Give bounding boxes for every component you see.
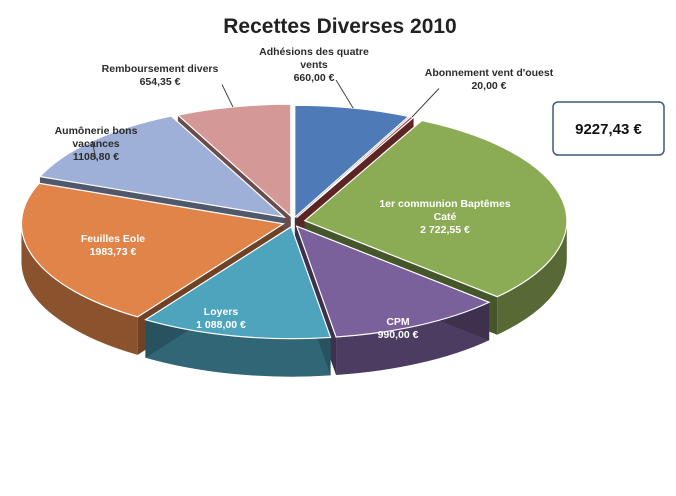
- total-value: 9227,43 €: [575, 121, 642, 138]
- slice-4: [143, 225, 332, 377]
- leader-line-7: [221, 84, 234, 108]
- slice-top-0: [294, 104, 410, 219]
- leader-line-6: [91, 140, 97, 160]
- total-box-frame: [552, 101, 665, 156]
- slice-label-0: Adhésions des quatre vents 660,00 €: [259, 46, 369, 84]
- slice-labels: Adhésions des quatre vents 660,00 € Abonnem…: [55, 46, 554, 341]
- slice-label-7: Remboursement divers 654,35 €: [102, 63, 219, 88]
- slice-top-2: [303, 119, 568, 298]
- slice-side-4: [145, 319, 331, 377]
- total-box: 9227,43 €: [552, 101, 665, 156]
- slice-label-5: Feuilles Eole 1983,73 €: [81, 233, 145, 258]
- slice-top-7: [176, 103, 292, 218]
- slice-top-3: [295, 225, 491, 338]
- slice-top-5: [20, 182, 286, 318]
- chart-title: Recettes Diverses 2010: [223, 15, 457, 38]
- pie-slices: [20, 103, 568, 377]
- leader-lines: [91, 79, 440, 160]
- slice-label-3: CPM 990,00 €: [378, 316, 419, 341]
- slice-top-1: [296, 116, 415, 219]
- slice-label-6: Aumônerie bons vacances 1108,80 €: [55, 125, 138, 163]
- slice-label-1: Abonnement vent d'ouest 20,00 €: [425, 67, 554, 92]
- slice-side-2: [497, 220, 567, 335]
- slice-side-5: [21, 223, 138, 355]
- leader-line-1: [411, 88, 440, 118]
- leader-line-0: [335, 79, 354, 109]
- slice-top-4: [143, 225, 332, 340]
- slice-label-2: 1er communion Baptêmes Caté 2 722,55 €: [379, 198, 510, 236]
- slice-label-4: Loyers 1 088,00 €: [196, 306, 246, 331]
